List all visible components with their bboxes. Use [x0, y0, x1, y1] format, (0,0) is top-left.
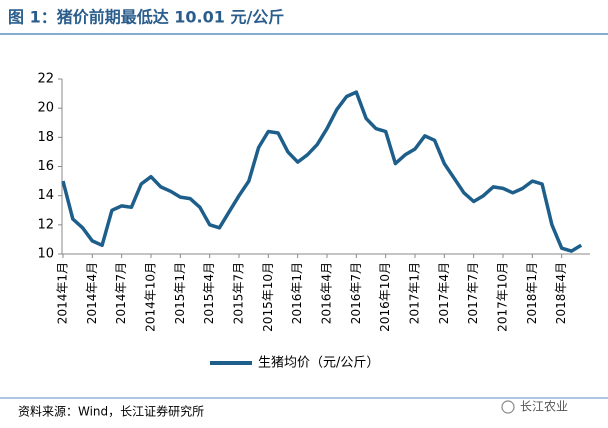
x-tick-label: 2014年4月 — [85, 262, 99, 324]
watermark-icon — [501, 400, 515, 414]
y-tick-label: 14 — [37, 188, 54, 203]
line-series — [61, 90, 583, 253]
x-tick-label: 2015年4月 — [202, 262, 216, 324]
x-tick-label: 2016年4月 — [320, 262, 334, 324]
x-tick-label: 2015年10月 — [261, 262, 275, 332]
x-tick-label: 2014年7月 — [114, 262, 128, 324]
y-tick-label: 10 — [37, 247, 54, 262]
x-tick-label: 2017年7月 — [466, 262, 480, 324]
x-tick-label: 2016年7月 — [349, 262, 363, 324]
x-tick-label: 2017年1月 — [408, 262, 422, 324]
y-tick-label: 16 — [37, 159, 54, 174]
x-tick-label: 2014年1月 — [56, 262, 70, 324]
chart-title: 图 1：猪价前期最低达 10.01 元/公斤 — [8, 8, 284, 27]
y-tick-label: 12 — [37, 217, 54, 232]
x-tick-label: 2015年1月 — [173, 262, 187, 324]
legend-label: 生猪均价（元/公斤） — [258, 356, 379, 371]
x-tick-label: 2014年10月 — [144, 262, 158, 332]
y-tick-label: 20 — [37, 101, 54, 116]
x-tick-label: 2016年1月 — [290, 262, 304, 324]
x-tick-label: 2016年10月 — [378, 262, 392, 332]
x-tick-label: 2018年4月 — [554, 262, 568, 324]
watermark: 长江农业 — [520, 400, 568, 414]
y-tick-label: 18 — [37, 130, 54, 145]
x-tick-label: 2017年4月 — [437, 262, 451, 324]
x-tick-label: 2018年1月 — [525, 262, 539, 324]
y-tick-label: 22 — [37, 72, 54, 87]
x-tick-label: 2015年7月 — [232, 262, 246, 324]
source: 资料来源：Wind，长江证券研究所 — [18, 404, 204, 419]
x-tick-label: 2017年10月 — [496, 262, 510, 332]
